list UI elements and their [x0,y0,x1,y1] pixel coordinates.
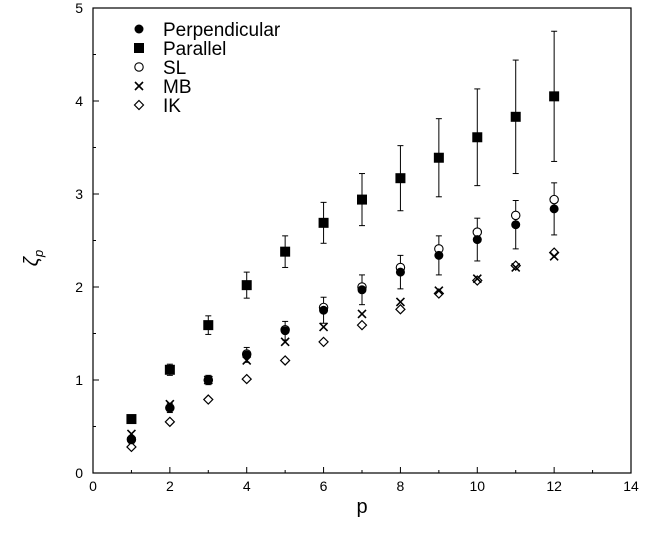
point-mb [280,337,290,347]
x-tick-label: 8 [397,478,405,494]
point-mb [549,251,559,261]
point-perpendicular [242,350,252,360]
point-perpendicular [357,285,367,295]
point-perpendicular [472,235,482,245]
x-tick-label: 4 [243,478,251,494]
point-perpendicular [203,375,213,385]
point-parallel [472,132,483,143]
point-parallel [549,91,560,102]
point-parallel [318,217,329,228]
point-perpendicular [165,403,175,413]
point-perpendicular [319,305,329,315]
y-axis-label-subscript: p [31,250,46,258]
point-parallel [280,246,291,257]
point-ik [126,441,137,453]
legend-marker-mb [134,81,144,91]
legend-marker-ik [133,99,145,111]
y-tick-label: 2 [75,279,83,295]
error-bars [128,30,558,444]
x-tick-label: 14 [623,478,639,494]
legend-label-perpendicular: Perpendicular [163,20,281,41]
point-ik [318,336,329,348]
point-mb [511,262,521,273]
y-tick-label: 3 [75,186,83,202]
point-perpendicular [434,250,444,260]
data-points [126,91,560,453]
point-ik [395,303,406,315]
point-ik [510,260,522,271]
svg-text:ζp: ζp [21,250,46,267]
point-mb [434,286,444,296]
y-tick-label: 4 [75,93,83,109]
point-parallel [510,111,521,122]
point-parallel [241,280,252,291]
point-parallel [126,414,137,425]
y-axis-label-main: ζ [21,255,43,266]
y-tick-label: 0 [75,465,83,481]
legend-label-mb: MB [163,77,192,98]
point-perpendicular [549,204,559,214]
point-perpendicular [395,267,405,277]
point-parallel [203,320,214,331]
legend-label-parallel: Parallel [163,39,226,60]
point-ik [356,319,368,331]
point-parallel [164,364,175,375]
y-tick-label: 1 [75,372,83,388]
legend-label-ik: IK [163,96,181,117]
y-tick-label: 5 [75,0,83,16]
point-mb [395,297,405,307]
point-ik [433,288,445,299]
x-axis-label: p [356,496,367,518]
point-parallel [433,152,444,163]
point-mb [472,274,482,284]
point-mb [357,309,367,319]
point-parallel [395,173,406,184]
point-parallel [357,194,367,205]
point-mb [319,322,329,332]
x-tick-label: 12 [546,478,562,494]
legend-label-sl: SL [163,58,186,79]
point-ik [279,355,291,366]
point-perpendicular [511,220,521,230]
legend-marker-perpendicular [134,24,144,34]
x-tick-label: 10 [469,478,485,494]
x-tick-label: 0 [89,478,97,494]
point-sl [510,210,521,221]
y-axis-label: ζp [21,250,46,267]
point-ik [471,275,483,286]
point-ik [164,416,176,428]
x-tick-label: 2 [166,478,174,494]
x-tick-label: 6 [320,478,328,494]
point-perpendicular [280,326,290,336]
legend-marker-parallel [134,43,144,53]
point-sl [549,194,559,205]
legend-marker-sl [134,62,144,72]
point-ik [241,373,253,385]
point-ik [202,394,214,405]
point-perpendicular [126,435,136,445]
